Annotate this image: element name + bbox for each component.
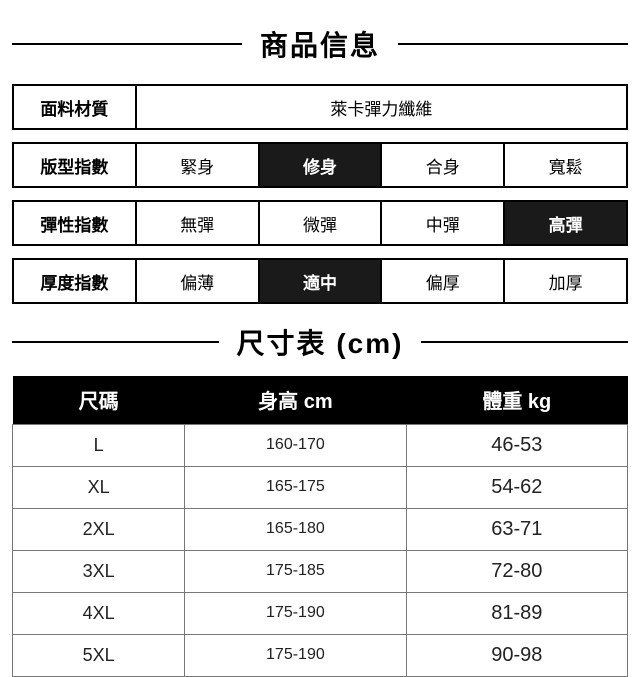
stretch-option: 高彈: [504, 201, 627, 245]
size-table-header-row: 尺碼 身高 cm 體重 kg: [13, 376, 628, 424]
size-cell: 2XL: [13, 508, 185, 550]
stretch-table: 彈性指數無彈微彈中彈高彈: [12, 200, 628, 246]
height-cell: 175-185: [185, 550, 406, 592]
table-row: 2XL165-18063-71: [13, 508, 628, 550]
table-row: 4XL175-19081-89: [13, 592, 628, 634]
thickness-label: 厚度指數: [13, 259, 136, 303]
thickness-option: 適中: [259, 259, 382, 303]
thickness-option: 加厚: [504, 259, 627, 303]
material-label: 面料材質: [13, 85, 136, 129]
product-info-title-text: 商品信息: [242, 24, 398, 64]
size-header-size: 尺碼: [13, 376, 185, 424]
height-cell: 175-190: [185, 592, 406, 634]
stretch-row: 彈性指數無彈微彈中彈高彈: [13, 201, 627, 245]
size-header-weight: 體重 kg: [406, 376, 627, 424]
weight-cell: 90-98: [406, 634, 627, 676]
size-cell: 5XL: [13, 634, 185, 676]
fit-label: 版型指數: [13, 143, 136, 187]
title-line-right: [398, 43, 628, 45]
table-row: 5XL175-19090-98: [13, 634, 628, 676]
height-cell: 165-180: [185, 508, 406, 550]
fit-option: 合身: [381, 143, 504, 187]
height-cell: 160-170: [185, 424, 406, 466]
size-table-body: L160-17046-53XL165-17554-622XL165-18063-…: [13, 424, 628, 676]
thickness-option: 偏厚: [381, 259, 504, 303]
thickness-table: 厚度指數偏薄適中偏厚加厚: [12, 258, 628, 304]
thickness-row: 厚度指數偏薄適中偏厚加厚: [13, 259, 627, 303]
size-header-height: 身高 cm: [185, 376, 406, 424]
weight-cell: 54-62: [406, 466, 627, 508]
height-cell: 175-190: [185, 634, 406, 676]
stretch-option: 微彈: [259, 201, 382, 245]
fit-row: 版型指數緊身修身合身寬鬆: [13, 143, 627, 187]
size-chart-title: 尺寸表 (cm): [12, 322, 628, 362]
size-cell: 3XL: [13, 550, 185, 592]
stretch-option: 無彈: [136, 201, 259, 245]
thickness-option: 偏薄: [136, 259, 259, 303]
stretch-option: 中彈: [381, 201, 504, 245]
fit-table: 版型指數緊身修身合身寬鬆: [12, 142, 628, 188]
title-line-right: [421, 341, 628, 343]
title-line-left: [12, 341, 219, 343]
table-row: XL165-17554-62: [13, 466, 628, 508]
height-cell: 165-175: [185, 466, 406, 508]
table-row: L160-17046-53: [13, 424, 628, 466]
material-value: 萊卡彈力纖維: [136, 85, 627, 129]
weight-cell: 46-53: [406, 424, 627, 466]
product-info-title: 商品信息: [12, 24, 628, 64]
fit-option: 修身: [259, 143, 382, 187]
fit-option: 緊身: [136, 143, 259, 187]
weight-cell: 72-80: [406, 550, 627, 592]
size-cell: L: [13, 424, 185, 466]
size-cell: 4XL: [13, 592, 185, 634]
size-chart-title-text: 尺寸表 (cm): [219, 322, 422, 362]
title-line-left: [12, 43, 242, 45]
weight-cell: 81-89: [406, 592, 627, 634]
table-row: 3XL175-18572-80: [13, 550, 628, 592]
fit-option: 寬鬆: [504, 143, 627, 187]
weight-cell: 63-71: [406, 508, 627, 550]
size-table: 尺碼 身高 cm 體重 kg L160-17046-53XL165-17554-…: [12, 376, 628, 677]
stretch-label: 彈性指數: [13, 201, 136, 245]
size-cell: XL: [13, 466, 185, 508]
material-table: 面料材質 萊卡彈力纖維: [12, 84, 628, 130]
